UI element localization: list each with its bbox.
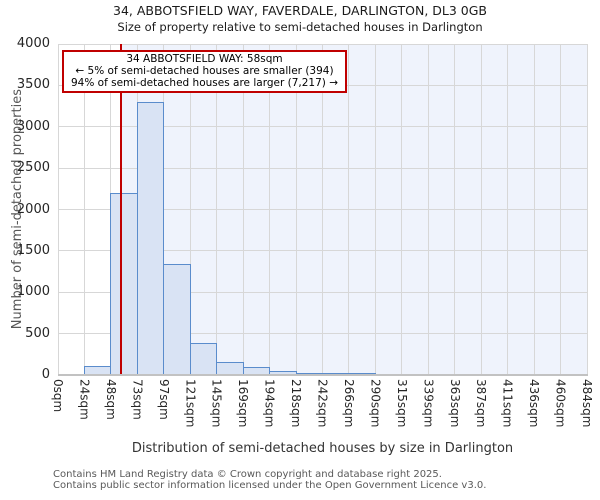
y-tick-label: 500 <box>25 325 50 341</box>
horizontal-gridline <box>58 333 587 335</box>
x-tick-label: 218sqm <box>289 379 304 428</box>
x-tick-label: 266sqm <box>341 379 356 428</box>
x-tick-label: 97sqm <box>156 379 171 420</box>
y-tick-label: 1000 <box>16 284 50 300</box>
figure-subtitle: Size of property relative to semi-detach… <box>117 20 483 34</box>
horizontal-gridline <box>58 291 587 293</box>
x-tick-label: 145sqm <box>209 379 224 428</box>
figure-title: 34, ABBOTSFIELD WAY, FAVERDALE, DARLINGT… <box>113 3 487 18</box>
y-tick-label: 2000 <box>16 201 50 217</box>
x-tick-label: 0sqm <box>51 379 65 413</box>
annotation-larger-line: 94% of semi-detached houses are larger (… <box>70 77 338 89</box>
x-axis-title: Distribution of semi-detached houses by … <box>131 441 514 456</box>
footer-line-2: Contains public sector information licen… <box>53 480 487 491</box>
x-tick-label: 484sqm <box>580 379 594 428</box>
plot-area <box>57 43 588 375</box>
histogram-bar <box>216 361 244 375</box>
x-tick-label: 460sqm <box>553 379 568 428</box>
x-tick-label: 194sqm <box>262 379 277 428</box>
x-tick-label: 24sqm <box>77 379 92 420</box>
histogram-bar <box>110 192 138 375</box>
x-axis-line <box>58 374 588 376</box>
histogram-bar <box>163 264 191 375</box>
horizontal-gridline <box>58 209 587 210</box>
annotation-box: 34 ABBOTSFIELD WAY: 58sqm ← 5% of semi-d… <box>62 50 347 93</box>
annotation-smaller-line: ← 5% of semi-detached houses are smaller… <box>75 65 334 77</box>
y-tick-label: 3500 <box>16 77 50 93</box>
y-tick-label: 4000 <box>16 36 50 51</box>
x-tick-label: 48sqm <box>103 379 118 420</box>
histogram-bar <box>136 101 165 375</box>
y-tick-label: 1500 <box>16 242 50 258</box>
horizontal-gridline <box>58 126 587 128</box>
vertical-gridline <box>586 44 588 375</box>
histogram-bar <box>189 342 218 375</box>
annotation-property-line: 34 ABBOTSFIELD WAY: 58sqm <box>126 53 283 65</box>
y-tick-label: 0 <box>41 367 50 382</box>
x-tick-label: 436sqm <box>527 379 542 428</box>
x-tick-label: 242sqm <box>315 379 330 428</box>
x-tick-label: 121sqm <box>183 379 198 428</box>
horizontal-gridline <box>58 43 587 45</box>
y-tick-label: 2500 <box>16 160 50 176</box>
horizontal-gridline <box>58 167 587 169</box>
x-tick-label: 73sqm <box>130 379 145 420</box>
x-tick-label: 290sqm <box>368 379 383 428</box>
y-tick-label: 3000 <box>16 118 50 134</box>
footer-line-1: Contains HM Land Registry data © Crown c… <box>53 469 442 480</box>
x-tick-label: 387sqm <box>474 379 489 428</box>
horizontal-gridline <box>58 250 587 252</box>
x-tick-label: 315sqm <box>394 379 409 428</box>
x-tick-label: 169sqm <box>236 379 251 428</box>
x-tick-label: 411sqm <box>500 379 515 428</box>
x-tick-label: 363sqm <box>447 379 462 428</box>
property-size-marker-line <box>120 44 123 375</box>
x-tick-label: 339sqm <box>421 379 436 428</box>
